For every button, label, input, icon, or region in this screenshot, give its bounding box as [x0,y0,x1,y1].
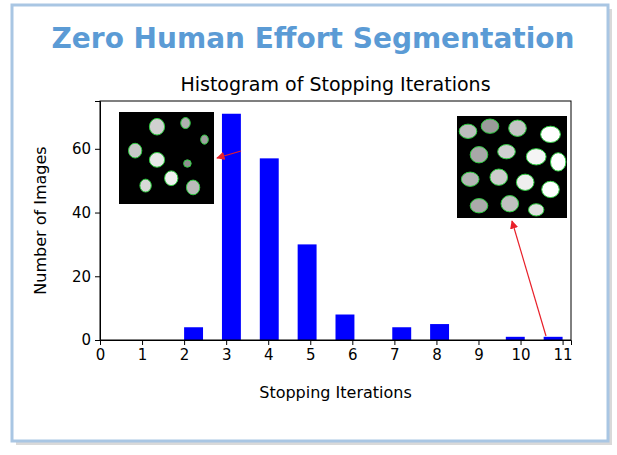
bar [260,158,279,340]
y-tick-mark [95,340,100,341]
inset-cell [470,147,488,163]
x-tick-mark [268,340,269,345]
inset-cell [181,118,191,129]
y-axis: 0 20 40 60 [72,102,101,350]
inset-cell [526,149,546,165]
x-tick-mark [142,340,143,345]
x-tick-mark [521,340,522,345]
x-tick-label: 0 [96,346,106,364]
inset-cell [516,174,534,190]
x-tick: 7 [390,340,400,364]
x-tick-label: 11 [554,346,573,364]
x-tick: 3 [222,340,232,364]
y-tick-mark [95,149,100,150]
inset-cell [470,199,488,213]
plot-frame [100,101,571,340]
x-tick-mark [478,340,479,345]
inset-right [457,116,567,218]
x-tick-mark [352,340,353,345]
inset-background [457,116,567,218]
inset-cell [149,152,164,167]
x-tick-label: 1 [138,346,148,364]
header-title: Zero Human Effort Segmentation [52,22,575,55]
inset-cell [490,169,508,185]
panel [12,5,608,441]
inset-cell [149,118,164,135]
x-tick-label: 8 [432,346,442,364]
x-tick-mark [310,340,311,345]
x-tick-mark [184,340,185,345]
bar [336,315,355,340]
bars [184,114,562,340]
x-axis: 0 1 2 3 4 5 6 7 8 9 10 11 [96,340,573,364]
inset-background [119,112,214,204]
inset-cell [542,181,560,197]
inset-cell [498,145,516,159]
bar [430,324,449,340]
inset-left [119,112,214,204]
chart-title: Histogram of Stopping Iterations [180,73,490,95]
x-tick-label: 2 [180,346,190,364]
x-axis-line [101,341,572,346]
y-axis-title: Number of Images [31,146,50,294]
x-tick-label: 3 [222,346,232,364]
x-tick-mark [226,340,227,345]
x-tick: 4 [264,340,274,364]
inset-cell [201,135,209,144]
x-axis-title: Stopping Iterations [259,383,412,402]
y-tick: 0 [81,331,100,349]
x-tick-mark [436,340,437,345]
x-tick-label: 4 [264,346,274,364]
x-tick-mark [394,340,395,345]
x-tick: 1 [138,340,148,364]
arrow [217,151,241,158]
x-tick: 8 [432,340,442,364]
y-tick: 60 [72,140,100,158]
x-tick: 6 [348,340,358,364]
inset-cell [459,124,477,138]
y-tick: 40 [72,204,100,222]
bar [184,327,203,340]
inset-cell [461,172,479,186]
inset-cell [184,160,192,167]
x-tick-mark [563,340,564,345]
x-tick: 10 [511,340,530,364]
x-tick: 2 [180,340,190,364]
x-tick-label: 10 [511,346,530,364]
y-tick-label: 0 [81,331,91,349]
x-tick: 5 [306,340,316,364]
inset-cell [481,119,499,133]
arrow [512,221,546,336]
bar [222,114,241,340]
y-tick-mark [95,213,100,214]
y-tick-mark [95,276,100,277]
x-tick-label: 6 [348,346,358,364]
inset-cell [129,143,142,158]
inset-cell [501,196,519,212]
y-tick-label: 20 [72,268,91,286]
x-tick: 0 [96,340,106,364]
inset-cell [140,179,151,192]
inset-cell [551,153,566,171]
x-tick-label: 5 [306,346,316,364]
inset-cell [529,204,544,216]
y-tick-label: 40 [72,204,91,222]
x-tick-label: 9 [474,346,484,364]
x-tick: 9 [474,340,484,364]
y-tick: 20 [72,268,100,286]
bar [392,327,411,340]
inset-cell [186,180,199,195]
figure: Zero Human Effort Segmentation Histogram … [0,0,617,455]
x-tick-label: 7 [390,346,400,364]
y-tick-label: 60 [72,140,91,158]
bar [298,244,317,340]
x-tick: 11 [554,340,573,364]
inset-cell [165,171,178,186]
inset-cell [509,120,527,136]
inset-cell [541,126,561,142]
